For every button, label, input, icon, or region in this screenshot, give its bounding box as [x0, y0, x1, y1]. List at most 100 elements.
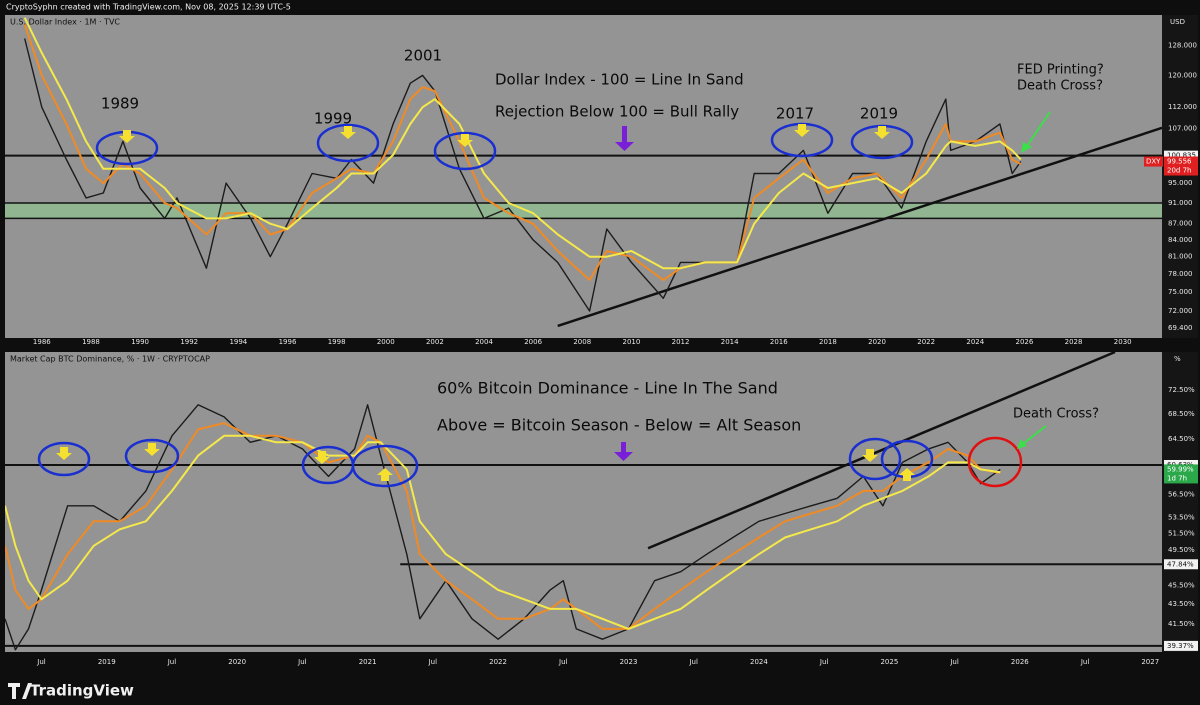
annotation: FED Printing?	[1017, 63, 1104, 78]
x-tick-label: 2018	[819, 338, 837, 346]
annotation: 2017	[776, 105, 814, 123]
x-tick-label: 1996	[279, 338, 297, 346]
y-tick-label: 72.50%	[1168, 386, 1195, 394]
y-tick-label: 78.000	[1168, 270, 1193, 278]
x-tick-label: 2023	[620, 658, 638, 666]
brand: TradingView	[30, 682, 134, 700]
x-tick-label: 2016	[770, 338, 788, 346]
last-price: 59.99%	[1167, 465, 1194, 473]
countdown: 1d 7h	[1167, 474, 1187, 482]
y-tick-label: 128.000	[1168, 42, 1197, 50]
moving-average	[5, 434, 1001, 630]
annotation: Rejection Below 100 = Bull Rally	[495, 103, 739, 121]
x-tick-label: 2014	[721, 338, 739, 346]
y-tick-label: 87.000	[1168, 220, 1193, 228]
purple-arrows	[614, 126, 634, 461]
last-price-box	[1164, 464, 1198, 484]
y-tick-label: 69.400	[1168, 324, 1193, 332]
x-tick-label: Jul	[297, 658, 307, 666]
x-tick-label: 2026	[1016, 338, 1034, 346]
y-tick-label: 95.000	[1168, 179, 1193, 187]
x-tick-label: 1988	[82, 338, 100, 346]
annotation: Dollar Index - 100 = Line In Sand	[495, 71, 744, 89]
yellow-arrows	[56, 124, 915, 481]
y-tick-label: 68.50%	[1168, 410, 1195, 418]
annotation: 1989	[101, 95, 139, 113]
x-tick-label: 2002	[426, 338, 444, 346]
x-tick-label: 2021	[359, 658, 377, 666]
x-tick-label: 2030	[1114, 338, 1132, 346]
level-label-box	[1164, 150, 1198, 161]
x-tick-label: Jul	[949, 658, 959, 666]
y-tick-label: 91.000	[1168, 199, 1193, 207]
x-tick-label: Jul	[36, 658, 46, 666]
y-tick-label: 41.50%	[1168, 620, 1195, 628]
price-axis	[1162, 352, 1198, 652]
x-tick-label: Jul	[688, 658, 698, 666]
plot	[5, 17, 1162, 328]
x-tick-label: 2027	[1141, 658, 1159, 666]
footer: TradingView	[8, 682, 134, 700]
y-tick-label: 45.50%	[1168, 581, 1195, 589]
ellipse	[316, 123, 380, 163]
x-tick-label: 2026	[1011, 658, 1029, 666]
ellipse	[124, 438, 180, 474]
y-tick-label: 81.000	[1168, 253, 1193, 261]
y-tick-label: 120.000	[1168, 71, 1197, 79]
x-tick-label: Jul	[167, 658, 177, 666]
moving-average	[5, 422, 1001, 630]
annotation: 1999	[314, 110, 352, 128]
charts: 1986 1988 1990 1992 1994 1996 1998 2000 2002 2004…	[5, 15, 1198, 666]
chart-title: U.S. Dollar Index · 1M · TVC	[10, 18, 120, 27]
annotation: 2001	[404, 47, 442, 65]
level-label-box	[1164, 640, 1198, 651]
level-label: 39.37%	[1167, 642, 1194, 650]
x-tick-label: 2010	[622, 338, 640, 346]
chart-title: Market Cap BTC Dominance, % · 1W · CRYPT…	[10, 355, 210, 364]
x-tick-label: 1992	[180, 338, 198, 346]
y-tick-label: 51.50%	[1168, 529, 1195, 537]
countdown: 20d 7h	[1167, 167, 1191, 175]
annotation: Death Cross?	[1017, 79, 1103, 94]
x-tick-label: Jul	[558, 658, 568, 666]
zone	[5, 202, 1162, 219]
ellipse	[433, 131, 497, 171]
x-tick-label: 2020	[228, 658, 246, 666]
y-tick-label: 75.000	[1168, 288, 1193, 296]
annotation: Above = Bitcoin Season - Below = Alt Sea…	[437, 416, 801, 435]
annotations: 2001 1989 1999 2017 2019 Dollar Index - …	[101, 47, 1104, 435]
trendline	[647, 352, 1116, 550]
x-tick-label: 2006	[524, 338, 542, 346]
x-tick-label: 2024	[966, 338, 984, 346]
x-tick-label: 2025	[880, 658, 898, 666]
y-tick-label: 53.50%	[1168, 513, 1195, 521]
price-axis	[1162, 15, 1198, 338]
level-label: 100.835	[1167, 152, 1196, 160]
x-tick-label: Jul	[1080, 658, 1090, 666]
x-tick-label: 2024	[750, 658, 768, 666]
y-tick-label: 107.000	[1168, 124, 1197, 132]
ellipse	[967, 436, 1023, 488]
moving-average	[23, 24, 1022, 281]
moving-average	[23, 17, 1022, 270]
last-price-box	[1164, 156, 1198, 176]
y-tick-label: 49.50%	[1168, 546, 1195, 554]
y-tick-label: 84.000	[1168, 236, 1193, 244]
ellipse	[37, 441, 91, 477]
plot-area	[5, 15, 1162, 338]
x-tick-label: 2012	[672, 338, 690, 346]
currency: USD	[1170, 18, 1185, 26]
x-tick-label: 1990	[131, 338, 149, 346]
y-tick-label: 72.000	[1168, 307, 1193, 315]
header: CryptoSyphn created with TradingView.com…	[6, 3, 291, 12]
x-tick-label: Jul	[819, 658, 829, 666]
currency: %	[1174, 355, 1181, 363]
chart: 1986 1988 1990 1992 1994 1996 1998 2000 2002 2004…	[5, 15, 1198, 346]
x-tick-label: 2008	[573, 338, 591, 346]
x-tick-label: 2000	[377, 338, 395, 346]
level-label-box	[1164, 559, 1198, 570]
annotation: 60% Bitcoin Dominance - Line In The Sand	[437, 379, 778, 398]
logo	[8, 683, 32, 699]
ellipse	[848, 437, 902, 481]
